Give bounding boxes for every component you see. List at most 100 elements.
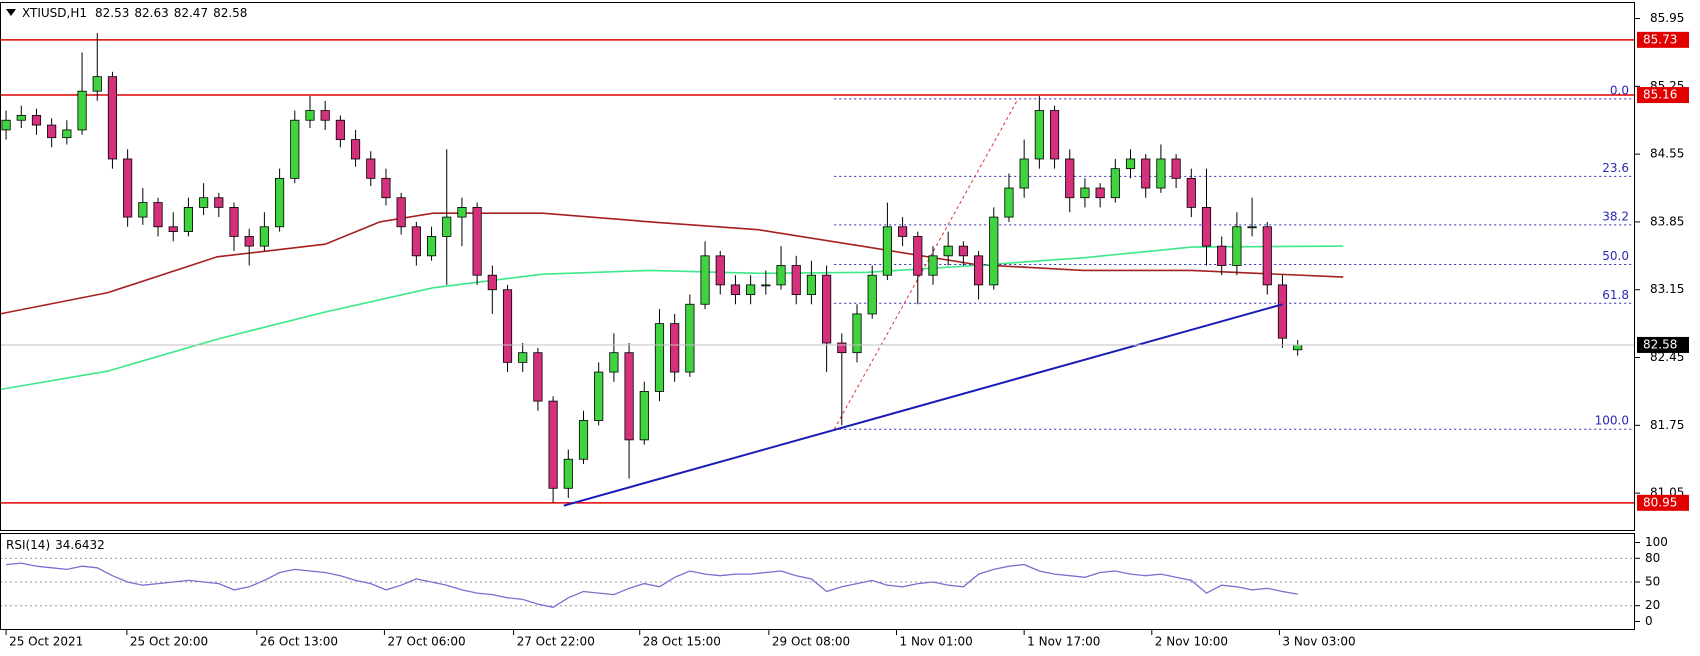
candle-body xyxy=(594,371,604,421)
candle-body xyxy=(624,352,634,441)
level-label: 80.95 xyxy=(1643,495,1677,509)
candle-body xyxy=(700,255,710,305)
candle-body xyxy=(943,245,953,257)
rsi-tick-label: 50 xyxy=(1645,575,1660,589)
candle-body xyxy=(1065,158,1075,199)
x-tick-label: 27 Oct 06:00 xyxy=(387,635,465,649)
x-tick-label: 1 Nov 17:00 xyxy=(1027,635,1100,649)
candle-body xyxy=(381,177,391,199)
candle-body xyxy=(1004,187,1014,218)
candle-body xyxy=(1095,187,1105,199)
rsi-value: 34.6432 xyxy=(55,538,105,552)
rsi-label: RSI(14) xyxy=(6,538,50,552)
candle-body xyxy=(214,197,224,208)
candle-body xyxy=(366,158,376,179)
candle-body xyxy=(1232,226,1242,266)
candle-body xyxy=(715,255,725,286)
candle-body xyxy=(973,255,984,286)
candle-body xyxy=(761,284,771,287)
candle-body xyxy=(442,216,452,237)
candle-body xyxy=(335,119,345,141)
candle-body xyxy=(852,313,862,354)
candle-body xyxy=(123,158,133,218)
low: 82.47 xyxy=(174,6,208,20)
y-tick-label: 82.45 xyxy=(1650,350,1684,364)
level-label-box xyxy=(1637,31,1689,48)
candle-body xyxy=(898,226,908,237)
symbol-icon xyxy=(6,9,16,16)
y-tick-label: 83.85 xyxy=(1650,214,1684,228)
rsi-tick-label: 0 xyxy=(1645,614,1653,628)
candle-body xyxy=(791,265,801,295)
rsi-tick-label: 80 xyxy=(1645,551,1660,565)
candle-body xyxy=(244,236,254,247)
candle-body xyxy=(92,76,102,92)
plot-layer: 85.9585.2584.5583.8583.1582.4581.7581.05… xyxy=(0,11,1689,649)
candle-body xyxy=(183,207,193,233)
candle-body xyxy=(320,110,330,121)
candle-body xyxy=(259,226,269,247)
candle-body xyxy=(275,177,285,228)
candle-body xyxy=(1141,158,1151,189)
candle-body xyxy=(518,352,528,363)
candle-body xyxy=(1110,168,1120,199)
candle-body xyxy=(1277,284,1288,339)
y-tick-label: 81.75 xyxy=(1650,418,1684,432)
open: 82.53 xyxy=(95,6,129,20)
candle-body xyxy=(1217,245,1227,266)
candle-body xyxy=(958,245,968,257)
candle-body xyxy=(290,119,300,179)
candle-body xyxy=(776,265,786,286)
candle-body xyxy=(168,226,178,233)
moving-average xyxy=(0,212,1344,315)
candle-body xyxy=(1186,177,1196,208)
y-tick-label: 84.55 xyxy=(1650,147,1684,161)
candle-body xyxy=(350,139,361,160)
rsi-line xyxy=(6,562,1298,608)
high: 82.63 xyxy=(134,6,168,20)
candle-body xyxy=(138,202,148,218)
main-frame xyxy=(0,2,1635,531)
fib-label: 100.0 xyxy=(1595,414,1629,428)
x-tick-label: 25 Oct 20:00 xyxy=(130,635,208,649)
candle-body xyxy=(822,274,832,344)
candle-body xyxy=(1080,187,1090,199)
fib-label: 50.0 xyxy=(1602,249,1629,263)
trendline xyxy=(563,303,1283,507)
candle-body xyxy=(31,114,42,126)
x-tick-label: 26 Oct 13:00 xyxy=(260,635,338,649)
candle-body xyxy=(1293,344,1303,351)
candle-body xyxy=(533,352,543,402)
candle-body xyxy=(882,226,892,276)
candle-body xyxy=(1247,226,1257,229)
level-label-box xyxy=(1637,87,1689,104)
x-tick-label: 28 Oct 15:00 xyxy=(643,635,721,649)
close: 82.58 xyxy=(213,6,247,20)
candle-body xyxy=(229,207,239,237)
candle-body xyxy=(107,76,118,160)
x-tick-label: 29 Oct 08:00 xyxy=(772,635,850,649)
candle-body xyxy=(1125,158,1136,170)
x-tick-label: 3 Nov 03:00 xyxy=(1282,635,1355,649)
candle-body xyxy=(47,124,57,139)
candle-body xyxy=(62,129,72,139)
candle-body xyxy=(153,202,163,228)
x-tick-label: 27 Oct 22:00 xyxy=(517,635,595,649)
candle-body xyxy=(305,110,315,121)
candle-body xyxy=(16,114,26,121)
candle-body xyxy=(928,255,938,276)
candle-body xyxy=(1019,158,1029,189)
candle-body xyxy=(563,458,573,489)
candle-body xyxy=(472,207,482,276)
candle-body xyxy=(670,323,680,373)
candle-body xyxy=(989,216,999,286)
candle-body xyxy=(654,323,665,392)
candle-body xyxy=(1049,110,1060,160)
candle-body xyxy=(1156,158,1166,189)
candle-body xyxy=(806,274,817,295)
current-price-box xyxy=(1637,336,1689,353)
y-tick-label: 85.95 xyxy=(1650,11,1684,25)
candle-body xyxy=(502,289,513,363)
candle-body xyxy=(867,274,877,315)
